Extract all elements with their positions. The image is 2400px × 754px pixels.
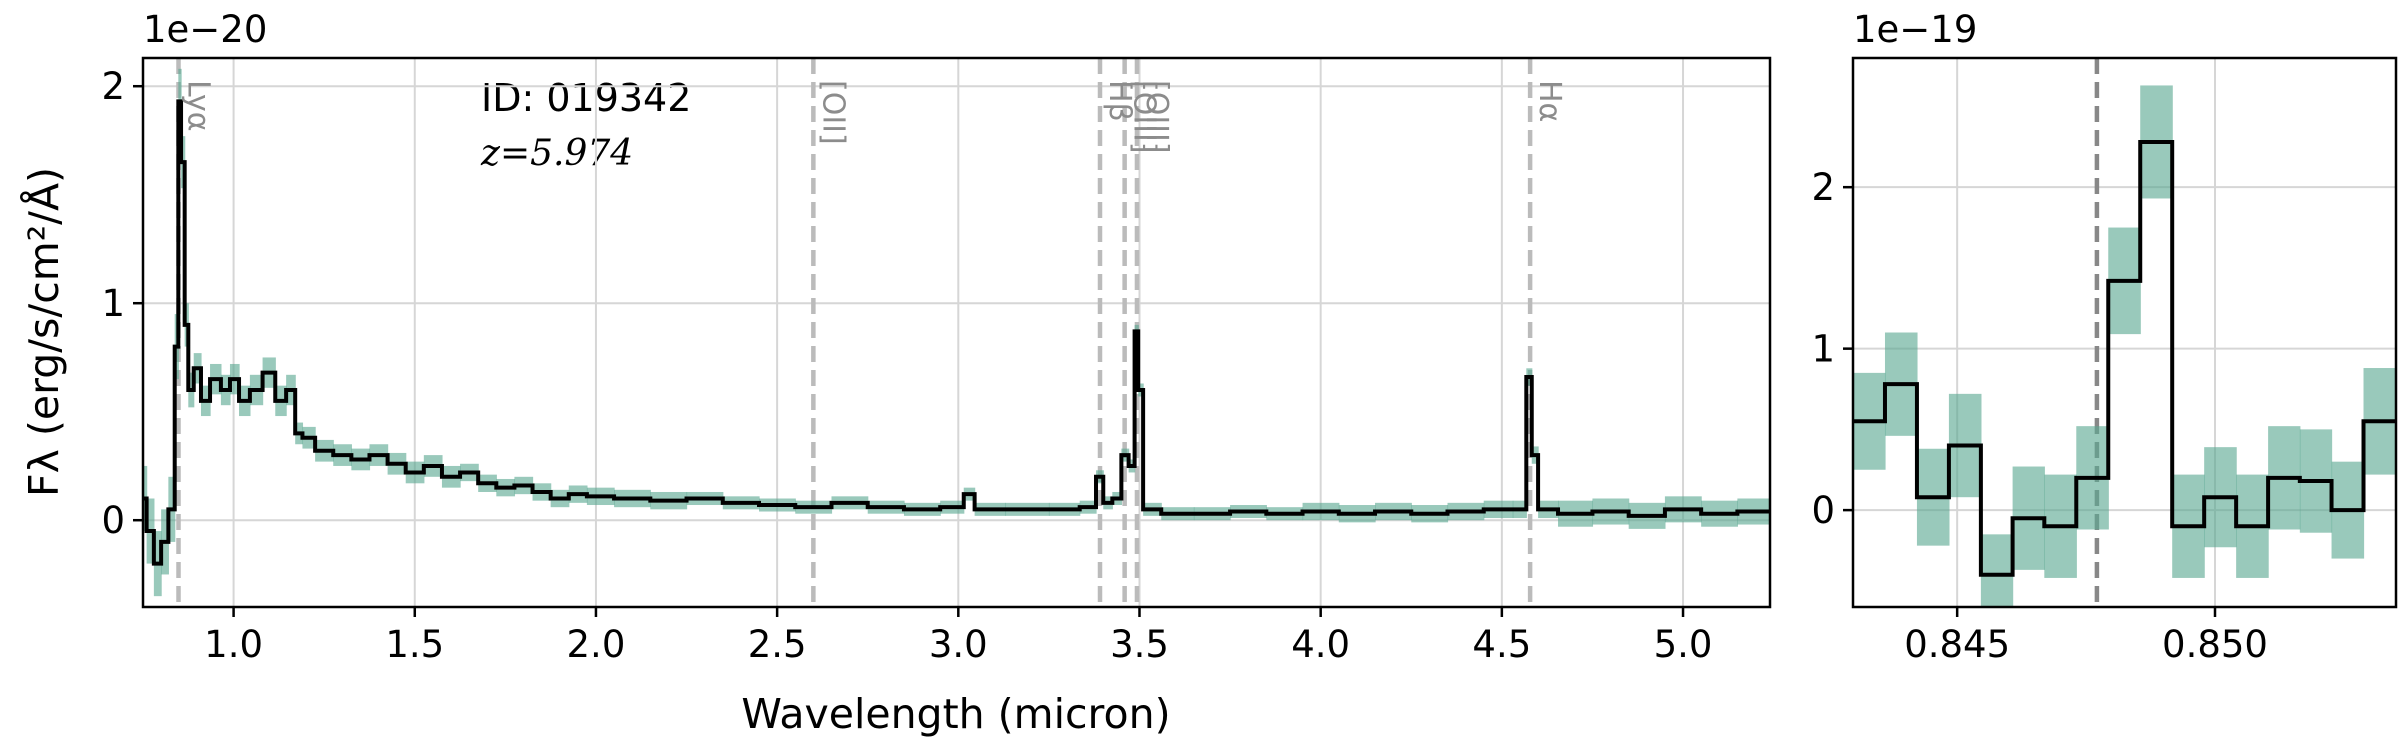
y-tick-label: 0 bbox=[101, 499, 125, 542]
spectrum-line bbox=[143, 99, 1770, 566]
line-label: [OII] bbox=[815, 80, 850, 145]
scale-label: 1e−19 bbox=[1853, 8, 1977, 51]
annotation: ID: 019342 bbox=[481, 76, 691, 120]
annotation: z=5.974 bbox=[480, 133, 633, 174]
y-axis-label: Fλ (erg/s/cm²/Å) bbox=[20, 167, 68, 497]
x-tick-label: 1.5 bbox=[385, 623, 444, 666]
x-tick-label: 2.5 bbox=[748, 623, 807, 666]
y-tick-label: 1 bbox=[101, 282, 125, 325]
line-label: Hα bbox=[1532, 80, 1567, 122]
x-axis-label: Wavelength (micron) bbox=[741, 690, 1170, 738]
x-tick-label: 3.0 bbox=[929, 623, 988, 666]
line-label: [OIII] bbox=[1127, 80, 1162, 154]
scale-label: 1e−20 bbox=[143, 8, 267, 51]
line-label: Hβ bbox=[1102, 80, 1137, 122]
x-tick-label: 0.850 bbox=[2162, 623, 2268, 666]
y-tick-label: 1 bbox=[1811, 328, 1835, 371]
axes-frame bbox=[141, 56, 1772, 609]
spectrum-line bbox=[1853, 139, 2396, 577]
error-band bbox=[1980, 534, 2014, 607]
y-tick-label: 0 bbox=[1811, 489, 1835, 532]
x-tick-label: 0.845 bbox=[1904, 623, 2010, 666]
line-label: [OIII] bbox=[1139, 80, 1174, 154]
x-tick-label: 4.0 bbox=[1291, 623, 1350, 666]
plot-area bbox=[1853, 58, 2396, 607]
x-tick-label: 3.5 bbox=[1110, 623, 1169, 666]
x-tick-label: 2.0 bbox=[567, 623, 626, 666]
y-tick-label: 2 bbox=[101, 65, 125, 108]
x-tick-label: 5.0 bbox=[1654, 623, 1713, 666]
axes-frame bbox=[1851, 56, 2398, 609]
x-tick-label: 1.0 bbox=[204, 623, 263, 666]
x-tick-label: 4.5 bbox=[1472, 623, 1531, 666]
y-tick-label: 2 bbox=[1811, 166, 1835, 209]
plot-area bbox=[143, 58, 1770, 607]
line-label: Lyα bbox=[181, 80, 216, 132]
